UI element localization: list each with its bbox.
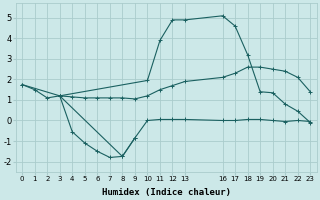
X-axis label: Humidex (Indice chaleur): Humidex (Indice chaleur): [102, 188, 231, 197]
